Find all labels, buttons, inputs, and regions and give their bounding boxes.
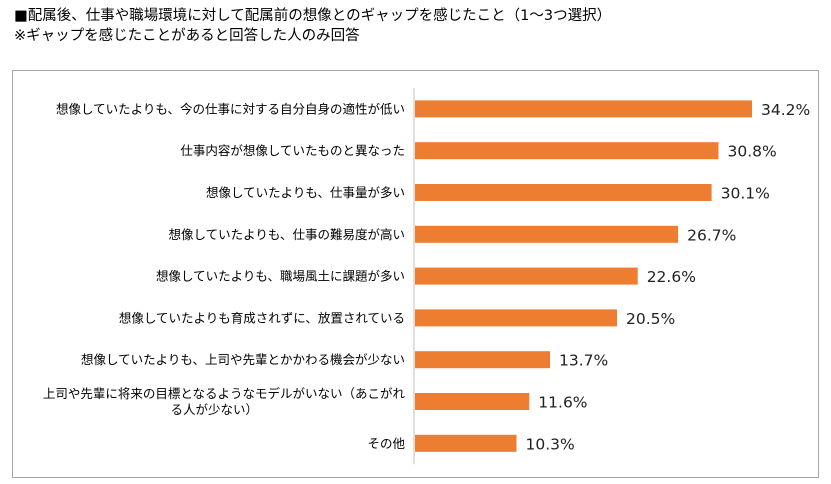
category-label: その他: [367, 436, 405, 451]
bar: [415, 434, 517, 452]
bar: [415, 142, 719, 160]
category-label: 想像していたよりも、今の仕事に対する自分自身の適性が低い: [56, 101, 405, 116]
category-label: 仕事内容が想像していたものと異なった: [180, 143, 405, 158]
bar: [415, 351, 550, 369]
data-label: 22.6%: [647, 268, 696, 286]
title-line-2: ※ギャップを感じたことがあると回答した人のみ回答: [14, 28, 360, 44]
bar: [415, 267, 638, 285]
category-label: 想像していたよりも、仕事量が多い: [206, 185, 405, 200]
data-label: 10.3%: [525, 435, 574, 453]
bar: [415, 225, 679, 243]
data-label: 34.2%: [761, 101, 810, 119]
data-label: 13.7%: [559, 352, 608, 370]
bar: [415, 309, 618, 327]
category-label: 想像していたよりも、上司や先輩とかかわる機会が少ない: [81, 352, 405, 367]
category-label: 想像していたよりも育成されずに、放置されている: [119, 310, 405, 325]
category-label: 上司や先輩に将来の目標となるようなモデルがいない（あこがれる人が少ない）: [43, 386, 406, 417]
bar: [415, 393, 530, 410]
chart-title: ■配属後、仕事や職場環境に対して配属前の想像とのギャップを感じたこと（1～3つ選…: [14, 6, 611, 46]
data-label: 11.6%: [538, 394, 587, 412]
bar: [415, 100, 752, 118]
category-label: 想像していたよりも、仕事の難易度が高い: [168, 227, 405, 242]
category-label: 想像していたよりも、職場風土に課題が多い: [156, 269, 405, 284]
bar: [415, 184, 712, 201]
data-label: 26.7%: [687, 226, 736, 244]
data-label: 20.5%: [626, 310, 675, 328]
chart-frame: [12, 70, 819, 478]
title-line-1: ■配属後、仕事や職場環境に対して配属前の想像とのギャップを感じたこと（1～3つ選…: [14, 8, 612, 24]
data-label: 30.8%: [727, 143, 776, 161]
data-label: 30.1%: [721, 185, 770, 203]
